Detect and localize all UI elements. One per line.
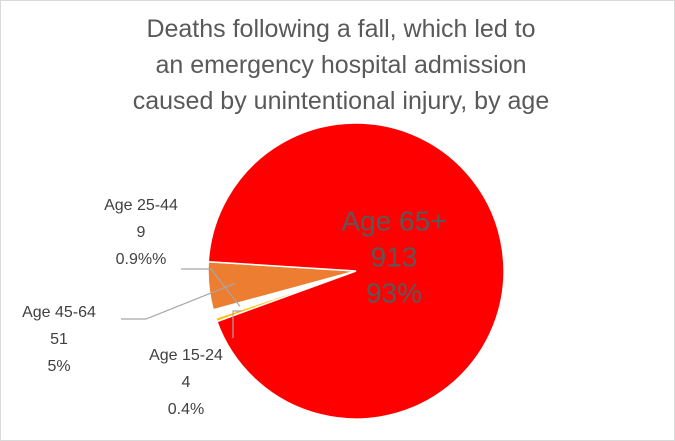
data-label-name: Age 45-64 bbox=[22, 304, 96, 321]
leader-line bbox=[181, 268, 241, 307]
data-label-value: 51 bbox=[50, 331, 68, 348]
data-label-value: 9 bbox=[137, 224, 146, 241]
chart-title: Deaths following a fall, which led to an… bbox=[132, 15, 550, 115]
pie-slice bbox=[207, 122, 505, 420]
data-label-value: 4 bbox=[182, 374, 191, 391]
data-label-percent: 93% bbox=[366, 277, 422, 308]
data-label-name: Age 65+ bbox=[341, 205, 446, 236]
data-label-percent: 5% bbox=[47, 358, 70, 375]
leader-line bbox=[232, 310, 242, 338]
data-label-name: Age 25-44 bbox=[104, 197, 178, 214]
data-label-name: Age 15-24 bbox=[149, 347, 223, 364]
data-label-percent: 0.9%% bbox=[116, 251, 167, 268]
data-label-percent: 0.4% bbox=[168, 401, 204, 418]
data-label-value: 913 bbox=[371, 241, 418, 272]
leader-line bbox=[121, 282, 236, 320]
